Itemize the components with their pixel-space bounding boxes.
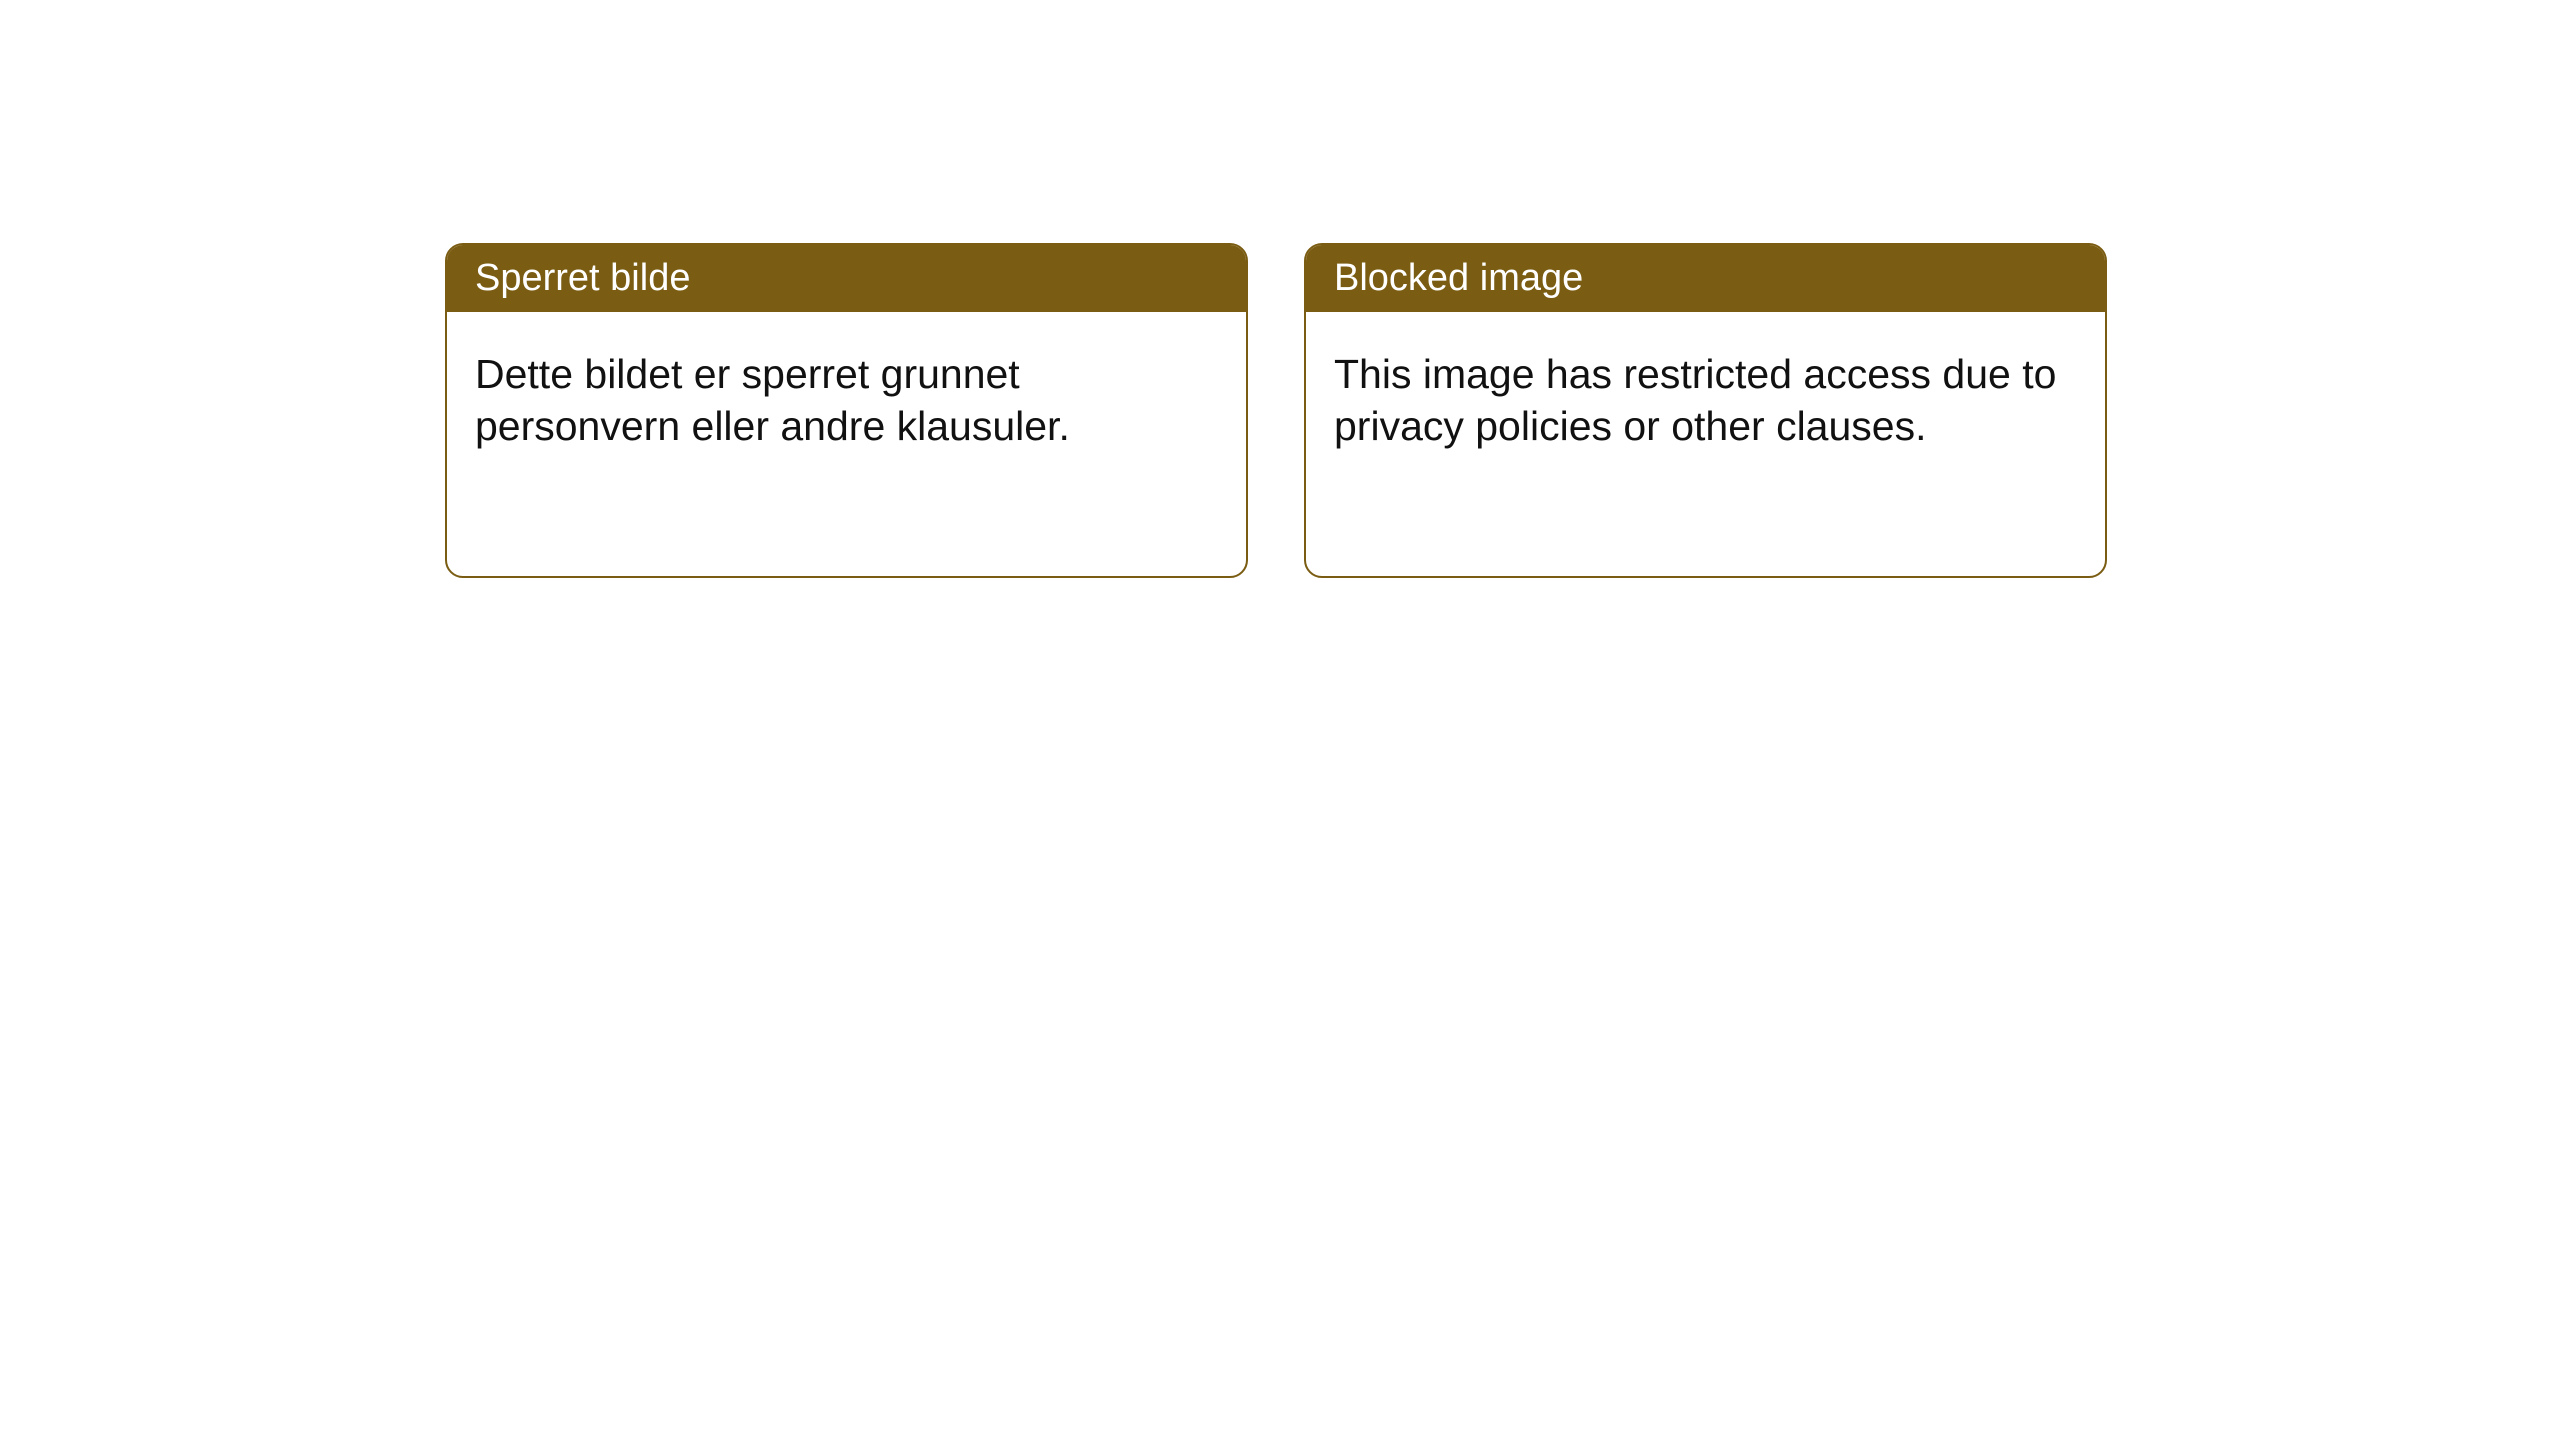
card-header-no: Sperret bilde [447,245,1246,312]
card-body-en: This image has restricted access due to … [1306,312,2105,489]
card-header-en: Blocked image [1306,245,2105,312]
card-body-no: Dette bildet er sperret grunnet personve… [447,312,1246,489]
blocked-image-card-en: Blocked image This image has restricted … [1304,243,2107,578]
blocked-image-card-no: Sperret bilde Dette bildet er sperret gr… [445,243,1248,578]
notice-container: Sperret bilde Dette bildet er sperret gr… [0,0,2560,578]
